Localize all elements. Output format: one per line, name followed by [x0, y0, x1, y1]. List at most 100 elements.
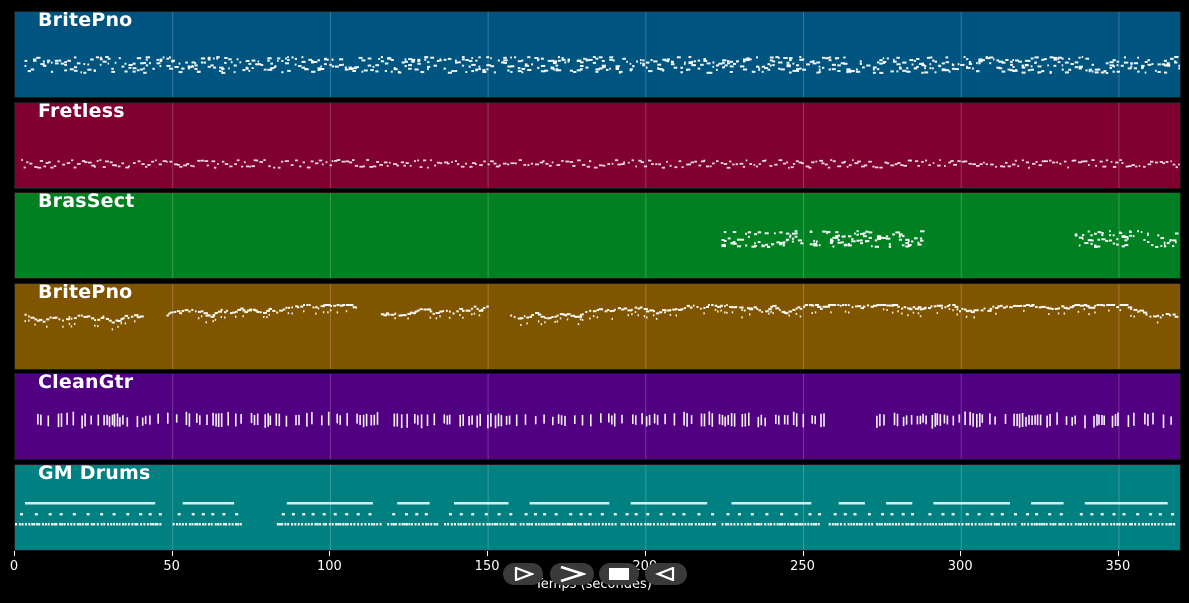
note — [473, 305, 477, 308]
note — [124, 62, 127, 65]
note — [646, 512, 650, 515]
note — [813, 242, 818, 245]
note — [1105, 72, 1109, 74]
note — [182, 501, 235, 504]
note — [925, 159, 928, 161]
note — [397, 70, 400, 73]
note — [384, 70, 387, 72]
note — [1172, 163, 1176, 165]
note — [62, 325, 64, 328]
note — [190, 164, 193, 167]
note — [801, 161, 804, 164]
note — [486, 64, 491, 67]
forward-button[interactable] — [645, 563, 687, 585]
note — [1094, 245, 1098, 248]
note — [992, 305, 995, 308]
note — [791, 240, 794, 243]
note — [920, 239, 924, 242]
note — [1109, 67, 1112, 69]
note — [350, 522, 353, 525]
note — [197, 316, 200, 319]
note — [747, 235, 750, 238]
note — [1013, 304, 1016, 307]
note — [224, 162, 229, 165]
note — [851, 238, 854, 241]
note — [897, 305, 900, 308]
note — [500, 415, 503, 427]
note — [34, 317, 38, 320]
note — [617, 306, 621, 309]
note — [666, 58, 670, 61]
axis-tick-label: 350 — [1105, 559, 1131, 574]
note — [750, 512, 754, 515]
rewind-button[interactable] — [503, 563, 543, 585]
note — [187, 65, 192, 68]
note — [588, 522, 590, 525]
note — [235, 522, 237, 525]
note — [357, 522, 360, 525]
note — [1025, 303, 1030, 306]
note — [1163, 241, 1166, 244]
note — [1038, 163, 1042, 166]
note — [99, 63, 102, 66]
note — [961, 522, 964, 525]
rewind-icon — [514, 567, 534, 581]
note — [1094, 71, 1099, 74]
note — [178, 522, 181, 525]
note — [44, 522, 47, 525]
note — [1111, 415, 1114, 428]
note — [211, 512, 215, 515]
note — [1105, 158, 1109, 161]
note — [42, 522, 44, 525]
play-button[interactable] — [550, 563, 594, 585]
note — [936, 304, 941, 307]
note — [457, 162, 460, 165]
note — [465, 309, 470, 312]
note — [765, 512, 769, 515]
note — [281, 71, 284, 74]
note — [818, 68, 821, 71]
note — [786, 161, 788, 163]
note — [590, 414, 592, 427]
note — [757, 522, 760, 525]
note — [299, 165, 302, 167]
note — [324, 58, 327, 61]
note — [764, 417, 766, 427]
note — [81, 415, 83, 429]
note — [936, 311, 939, 314]
note — [750, 306, 753, 309]
note — [796, 69, 800, 72]
note — [320, 68, 324, 70]
track-lane: BritePno — [14, 11, 1181, 98]
note — [691, 60, 693, 63]
note — [692, 304, 695, 307]
note — [1021, 158, 1024, 161]
note — [917, 241, 920, 244]
note — [39, 159, 44, 162]
note — [848, 311, 850, 313]
note — [963, 308, 967, 310]
note — [1048, 312, 1050, 315]
note — [24, 522, 27, 525]
note — [902, 69, 907, 72]
note — [879, 62, 883, 65]
note — [779, 231, 783, 234]
note — [169, 67, 174, 70]
note — [789, 59, 792, 62]
stop-button[interactable] — [599, 563, 639, 585]
note — [712, 162, 715, 164]
note — [560, 415, 563, 425]
note — [383, 313, 388, 316]
note — [1069, 305, 1074, 308]
note — [583, 57, 586, 60]
note — [706, 165, 710, 167]
note — [895, 231, 900, 234]
note — [1163, 243, 1166, 246]
note — [803, 305, 806, 308]
note — [291, 311, 293, 314]
note — [405, 522, 408, 525]
note — [755, 165, 758, 167]
note — [419, 307, 423, 310]
note — [907, 240, 910, 243]
note — [1161, 313, 1164, 316]
